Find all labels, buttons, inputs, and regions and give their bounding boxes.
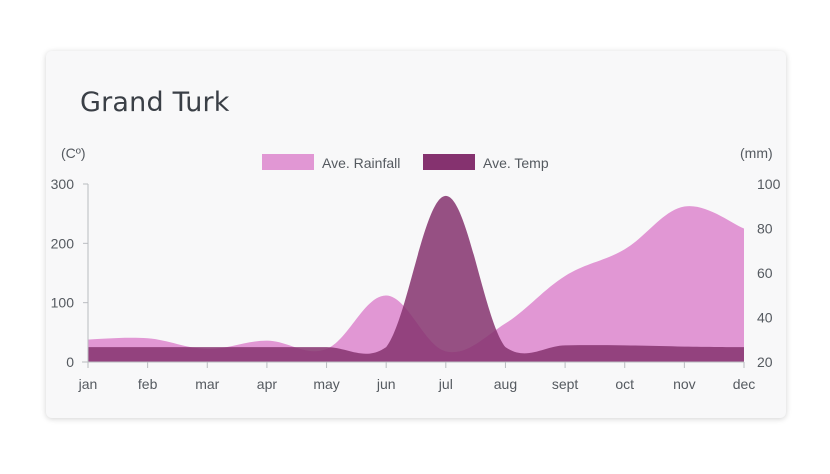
x-tick-label: oct xyxy=(615,376,634,392)
series-layer xyxy=(88,195,744,362)
right-tick-label: 20 xyxy=(757,354,773,370)
legend-swatch xyxy=(423,154,475,170)
left-axis-label: (Cº) xyxy=(61,145,86,161)
right-tick-label: 80 xyxy=(757,221,773,237)
series-area-temp xyxy=(88,195,744,362)
x-tick-label: aug xyxy=(494,376,517,392)
x-tick-label: dec xyxy=(733,376,756,392)
axes-layer: 300 200 100 0 100 80 60 40 20 jan feb mar apr may jun j… xyxy=(51,176,781,392)
x-tick-label: nov xyxy=(673,376,696,392)
x-tick-label: mar xyxy=(195,376,219,392)
legend-label[interactable]: Ave. Temp xyxy=(483,155,549,171)
legend-swatch xyxy=(262,154,314,170)
left-tick-label: 300 xyxy=(51,176,75,192)
series-area-rainfall xyxy=(88,206,744,362)
chart-title: Grand Turk xyxy=(80,87,230,118)
x-tick-label: sept xyxy=(552,376,579,392)
left-tick-label: 200 xyxy=(51,235,75,251)
x-tick-label: jun xyxy=(376,376,396,392)
right-tick-label: 100 xyxy=(757,176,781,192)
x-tick-label: may xyxy=(313,376,339,392)
x-tick-label: feb xyxy=(138,376,158,392)
legend-label[interactable]: Ave. Rainfall xyxy=(322,155,400,171)
x-tick-label: apr xyxy=(257,376,278,392)
right-tick-label: 60 xyxy=(757,265,773,281)
left-tick-label: 100 xyxy=(51,295,75,311)
left-tick-label: 0 xyxy=(66,354,74,370)
legend: Ave. Rainfall Ave. Temp xyxy=(262,154,549,171)
right-axis-label: (mm) xyxy=(740,145,773,161)
x-tick-label: jan xyxy=(78,376,98,392)
x-tick-label: jul xyxy=(438,376,453,392)
right-tick-label: 40 xyxy=(757,310,773,326)
